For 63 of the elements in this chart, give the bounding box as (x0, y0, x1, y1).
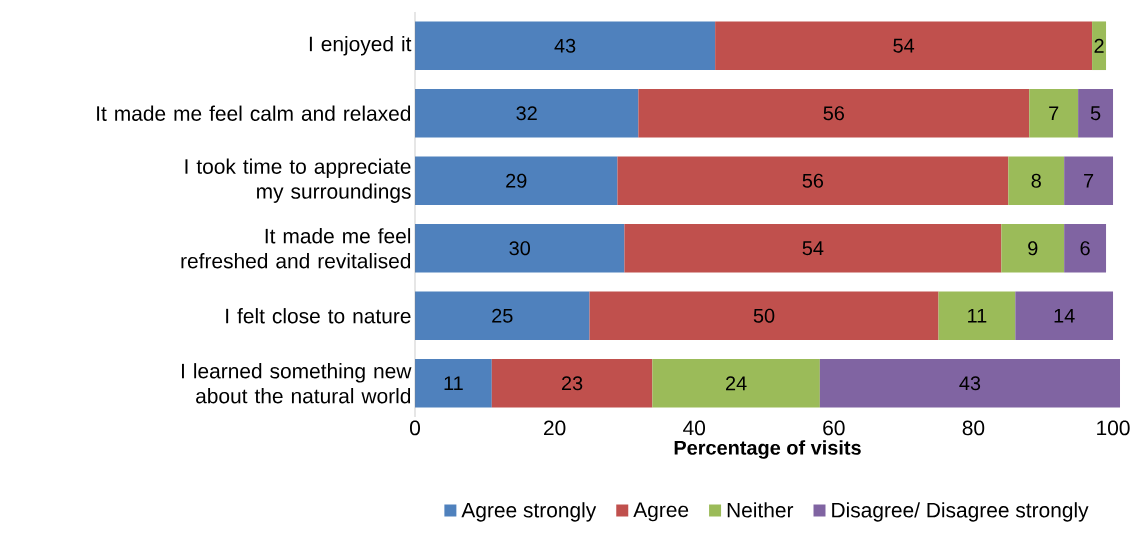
x-tick-label: 60 (823, 420, 845, 436)
bar (415, 156, 618, 206)
legend-label: Disagree/ Disagree strongly (832, 502, 1089, 522)
bar (589, 291, 939, 341)
bar (638, 88, 1030, 138)
bar (617, 156, 1009, 206)
data-label: 24 (726, 376, 747, 391)
data-label: 2 (1094, 38, 1104, 53)
data-label: 43 (554, 38, 576, 53)
legend-label: Neither (727, 502, 794, 518)
data-label: 29 (506, 173, 527, 188)
bar (624, 223, 1002, 273)
bar (1015, 291, 1114, 341)
data-label: 11 (968, 308, 987, 323)
data-label: 14 (1054, 308, 1075, 323)
data-label: 54 (893, 38, 915, 53)
data-label: 43 (959, 376, 981, 391)
bar (1078, 88, 1114, 138)
data-label: 54 (802, 241, 824, 256)
bar (415, 21, 716, 71)
data-label: 25 (492, 308, 513, 323)
bar (415, 223, 625, 273)
data-label: 7 (1049, 106, 1059, 121)
x-axis-title: Percentage of visits (674, 440, 861, 459)
bar (1029, 88, 1079, 138)
data-label: 11 (444, 376, 463, 391)
bar (1001, 223, 1065, 273)
x-tick-label: 0 (410, 420, 420, 436)
y-tick-label: I learned something new about the natural world (181, 363, 412, 404)
legend-label: Agree (633, 502, 689, 522)
data-label: 50 (753, 308, 775, 323)
bar (1064, 223, 1107, 273)
bar (415, 291, 590, 341)
bar (819, 358, 1121, 408)
data-label: 32 (516, 106, 537, 121)
data-label: 9 (1028, 241, 1038, 256)
data-label: 56 (802, 173, 824, 188)
data-label: 7 (1084, 173, 1094, 188)
y-tick-label: It made me feel refreshed and revitalised (181, 228, 411, 269)
x-tick-label: 20 (544, 420, 566, 436)
y-tick-label: I enjoyed it (309, 36, 412, 56)
bar (715, 21, 1093, 71)
bar (1092, 21, 1107, 71)
y-tick-label: I felt close to nature (226, 308, 411, 324)
bar (415, 358, 492, 408)
x-tick-label: 40 (683, 420, 706, 436)
y-tick-label: It made me feel calm and relaxed (97, 105, 411, 121)
data-label: 6 (1080, 241, 1090, 256)
data-label: 30 (509, 241, 530, 256)
legend-label: Agree strongly (461, 502, 597, 522)
data-label: 8 (1031, 173, 1041, 188)
bar (415, 88, 639, 138)
y-tick-label: I took time to appreciate my surroundings (185, 158, 411, 203)
bar (1008, 156, 1065, 206)
data-label: 5 (1090, 106, 1101, 121)
data-label: 23 (561, 376, 583, 391)
x-tick-label: 80 (962, 420, 985, 436)
bar (652, 358, 820, 408)
data-label: 56 (823, 106, 845, 121)
x-tick-label: 100 (1097, 420, 1130, 436)
bar (1064, 156, 1114, 206)
bar (938, 291, 1016, 341)
bar (491, 358, 653, 408)
